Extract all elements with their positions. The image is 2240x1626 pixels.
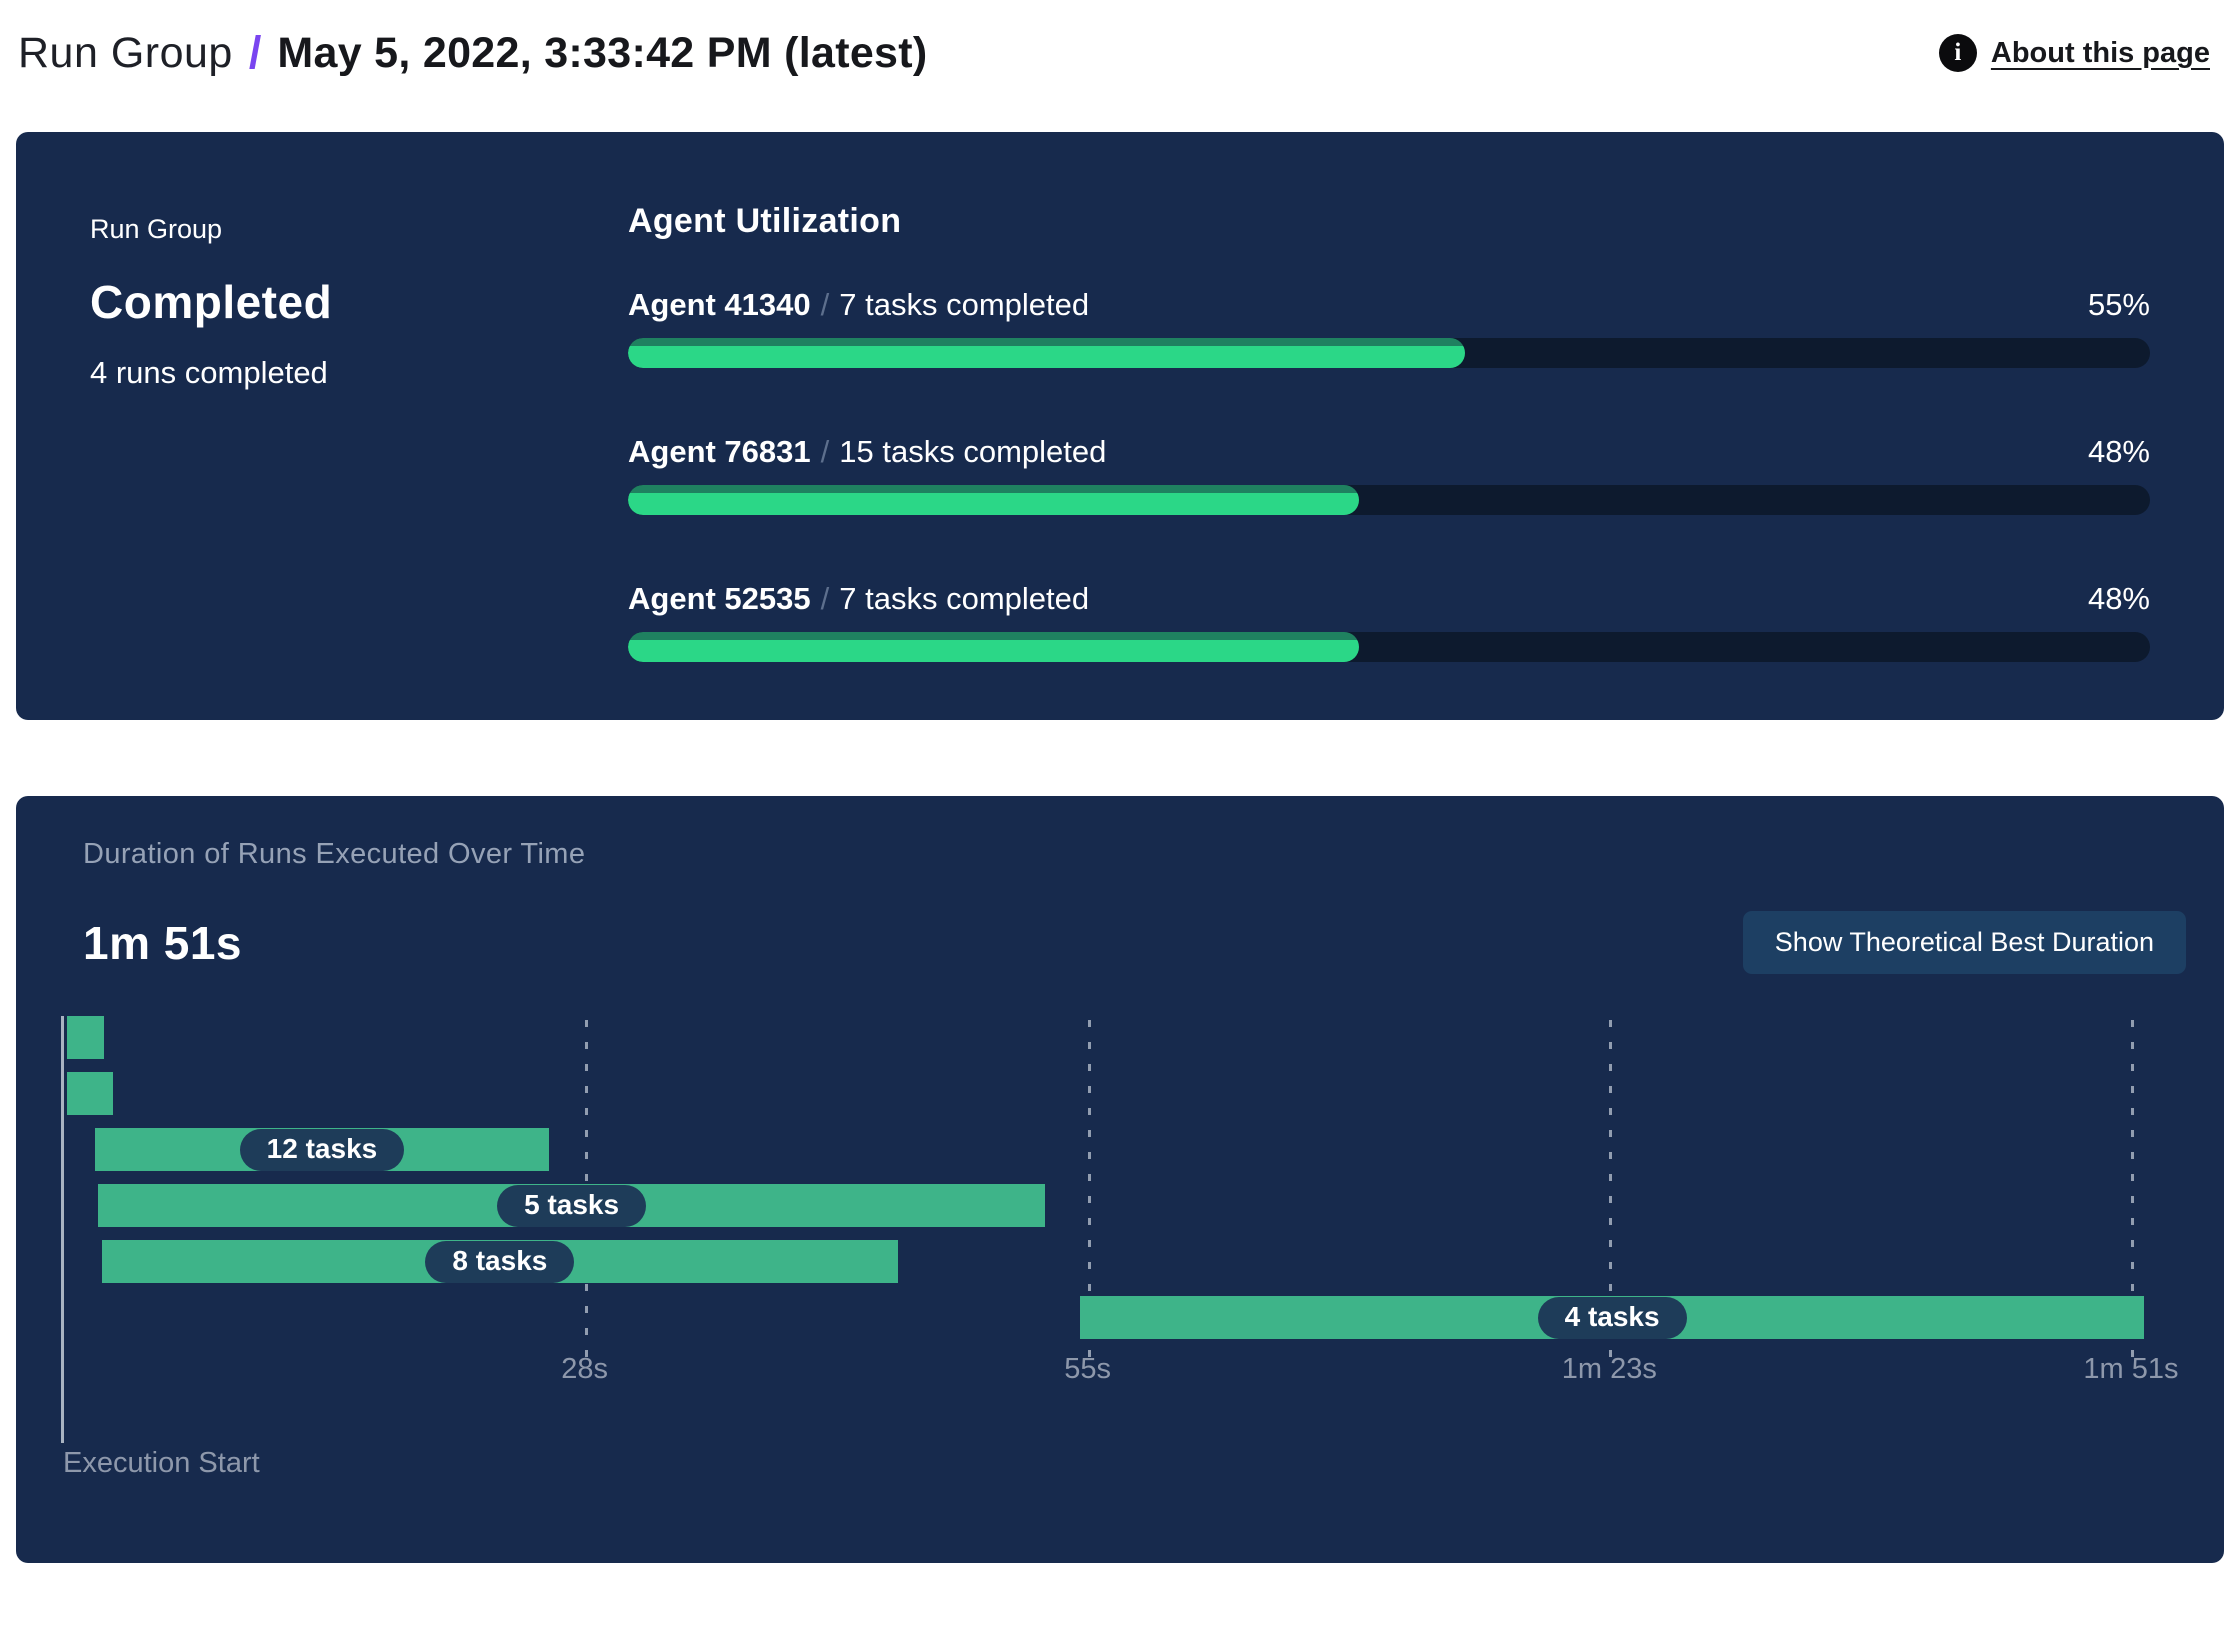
run-row: 4 tasks bbox=[63, 1296, 2144, 1339]
agent-utilization-progressbar bbox=[628, 338, 2150, 368]
run-bar[interactable] bbox=[66, 1016, 104, 1059]
status-badge: Completed bbox=[90, 276, 333, 328]
duration-chart-title: Duration of Runs Executed Over Time bbox=[83, 838, 586, 870]
gridline-1m51s bbox=[2130, 1020, 2134, 1358]
gridline-1m23s bbox=[1609, 1020, 1613, 1358]
breadcrumb-root: Run Group bbox=[18, 28, 233, 77]
run-bar[interactable]: 5 tasks bbox=[98, 1184, 1045, 1227]
status-column: Run Group Completed 4 runs completed bbox=[90, 202, 628, 662]
info-icon: i bbox=[1938, 34, 1977, 72]
gantt-rows: 12 tasks 5 tasks 8 tasks 4 tasks bbox=[63, 1016, 2144, 1339]
agent-name: Agent 52535 bbox=[628, 581, 811, 616]
page-header: Run Group / May 5, 2022, 3:33:42 PM (lat… bbox=[0, 0, 2240, 90]
agent-utilization-row: Agent 41340 / 7 tasks completed 55% bbox=[628, 287, 2150, 368]
run-bar[interactable]: 4 tasks bbox=[1080, 1296, 2144, 1339]
page-title: May 5, 2022, 3:33:42 PM (latest) bbox=[277, 28, 928, 77]
tick-label: 1m 23s bbox=[1561, 1353, 1657, 1385]
agent-utilization-row: Agent 76831 / 15 tasks completed 48% bbox=[628, 434, 2150, 515]
run-task-count-pill: 4 tasks bbox=[1537, 1296, 1687, 1339]
agent-utilization-percent: 55% bbox=[2087, 287, 2150, 322]
agent-label-separator: / bbox=[820, 581, 830, 616]
run-bar[interactable]: 12 tasks bbox=[94, 1128, 550, 1171]
duration-panel: Duration of Runs Executed Over Time 1m 5… bbox=[16, 796, 2224, 1563]
run-row bbox=[63, 1016, 2144, 1059]
execution-start-axis-line bbox=[61, 1016, 64, 1443]
about-this-page-link[interactable]: i About this page bbox=[1938, 34, 2210, 72]
agent-utilization-section: Agent Utilization Agent 41340 / 7 tasks co… bbox=[628, 202, 2150, 662]
agent-tasks-completed: 7 tasks completed bbox=[839, 287, 1090, 322]
x-axis-tick-labels: 28s 55s 1m 23s 1m 51s bbox=[63, 1353, 2178, 1395]
breadcrumb-separator: / bbox=[248, 27, 262, 78]
agent-utilization-percent: 48% bbox=[2087, 581, 2150, 616]
about-link-label: About this page bbox=[1990, 36, 2210, 69]
tick-label: 55s bbox=[1064, 1353, 1112, 1385]
agent-tasks-completed: 15 tasks completed bbox=[839, 434, 1107, 469]
run-row bbox=[63, 1072, 2144, 1115]
tick-label: 28s bbox=[561, 1353, 609, 1385]
gridline-55s bbox=[1087, 1020, 1091, 1358]
status-panel-label: Run Group bbox=[90, 214, 223, 244]
run-group-status-panel: Run Group Completed 4 runs completed Age… bbox=[16, 132, 2224, 720]
breadcrumb: Run Group / May 5, 2022, 3:33:42 PM (lat… bbox=[18, 27, 928, 79]
run-row: 5 tasks bbox=[63, 1184, 2144, 1227]
run-bar[interactable] bbox=[66, 1072, 114, 1115]
agent-utilization-progressbar bbox=[628, 632, 2150, 662]
agent-utilization-progress-fill bbox=[628, 338, 1466, 368]
agent-utilization-title: Agent Utilization bbox=[628, 202, 902, 240]
tick-label: 1m 51s bbox=[2083, 1353, 2179, 1385]
agent-label-separator: / bbox=[820, 434, 830, 469]
runs-completed-count: 4 runs completed bbox=[90, 355, 328, 390]
duration-gantt-chart: 12 tasks 5 tasks 8 tasks 4 tasks 28s bbox=[61, 1016, 2179, 1480]
execution-start-label: Execution Start bbox=[63, 1447, 260, 1479]
agent-utilization-row: Agent 52535 / 7 tasks completed 48% bbox=[628, 581, 2150, 662]
show-theoretical-best-duration-button[interactable]: Show Theoretical Best Duration bbox=[1742, 911, 2186, 974]
agent-label-separator: / bbox=[820, 287, 830, 322]
run-bar[interactable]: 8 tasks bbox=[102, 1240, 898, 1283]
run-task-count-pill: 12 tasks bbox=[239, 1128, 405, 1171]
run-task-count-pill: 5 tasks bbox=[497, 1184, 647, 1227]
agent-utilization-progress-fill bbox=[628, 632, 1359, 662]
agent-name: Agent 41340 bbox=[628, 287, 811, 322]
run-task-count-pill: 8 tasks bbox=[425, 1240, 575, 1283]
total-duration-value: 1m 51s bbox=[83, 916, 243, 969]
agent-utilization-progressbar bbox=[628, 485, 2150, 515]
agent-utilization-percent: 48% bbox=[2087, 434, 2150, 469]
run-row: 8 tasks bbox=[63, 1240, 2144, 1283]
agent-name: Agent 76831 bbox=[628, 434, 811, 469]
run-row: 12 tasks bbox=[63, 1128, 2144, 1171]
agent-utilization-progress-fill bbox=[628, 485, 1359, 515]
agent-tasks-completed: 7 tasks completed bbox=[839, 581, 1090, 616]
